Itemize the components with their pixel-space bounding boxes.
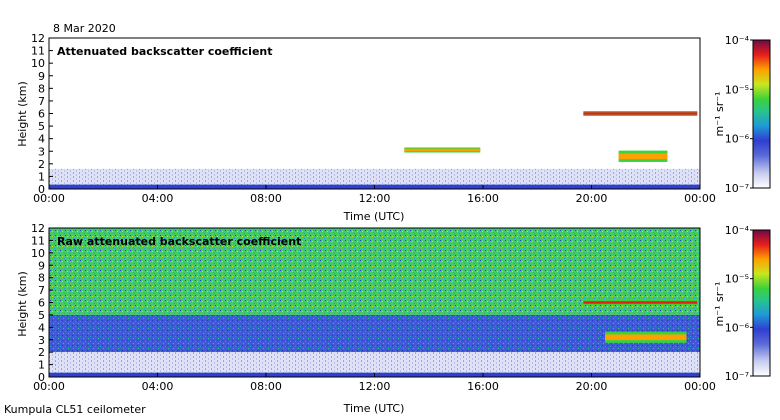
- heatmap-plot-area: [48, 227, 701, 378]
- y-tick-label: 4: [38, 321, 45, 334]
- feature-layer-core: [583, 301, 698, 304]
- y-tick-label: 5: [38, 120, 45, 133]
- colorbar: 10⁻⁴ 10⁻⁵ 10⁻⁶ 10⁻⁷: [725, 224, 771, 383]
- x-tick-label: 04:00: [142, 380, 174, 393]
- colorbar-label: m⁻¹ sr⁻¹: [713, 282, 726, 327]
- x-tick-label: 12:00: [359, 380, 391, 393]
- feature-boundary-layer: [49, 168, 700, 189]
- y-axis-label: Height (km): [16, 81, 29, 147]
- colorbar-gradient: [752, 39, 771, 189]
- y-tick-label: 9: [38, 70, 45, 83]
- x-tick-label: 04:00: [142, 192, 174, 205]
- y-tick-label: 12: [31, 222, 45, 235]
- feature-layer-core: [404, 148, 481, 152]
- y-tick-label: 1: [38, 170, 45, 183]
- y-tick-label: 3: [38, 334, 45, 347]
- y-axis-label: Height (km): [16, 271, 29, 337]
- feature-noise-middle: [49, 314, 700, 353]
- x-tick-label: 16:00: [467, 380, 499, 393]
- y-tick-label: 10: [31, 57, 45, 70]
- panel-title: Raw attenuated backscatter coefficient: [57, 235, 301, 248]
- colorbar-tick-label: 10⁻⁴: [725, 224, 750, 237]
- y-tick-label: 9: [38, 259, 45, 272]
- x-tick-label: 08:00: [250, 192, 282, 205]
- colorbar-tick-label: 10⁻⁴: [725, 34, 750, 47]
- x-tick-label: 16:00: [467, 192, 499, 205]
- y-tick-label: 3: [38, 145, 45, 158]
- colorbar-tick-label: 10⁻⁶: [725, 321, 750, 334]
- x-tick-label: 00:00: [33, 192, 65, 205]
- colorbar-tick-label: 10⁻⁵: [725, 273, 749, 286]
- colorbar-label: m⁻¹ sr⁻¹: [713, 92, 726, 137]
- x-tick-label: 20:00: [576, 380, 608, 393]
- feature-layer-core: [583, 112, 698, 115]
- feature-layer-core: [618, 153, 668, 160]
- y-tick-label: 11: [31, 45, 45, 58]
- y-tick-label: 1: [38, 359, 45, 372]
- x-tick-label: 00:00: [33, 380, 65, 393]
- y-tick-label: 8: [38, 272, 45, 285]
- y-tick-label: 2: [38, 158, 45, 171]
- y-tick-label: 0: [38, 371, 45, 384]
- colorbar-tick-label: 10⁻⁷: [725, 182, 749, 195]
- y-tick-label: 7: [38, 95, 45, 108]
- panel-title: Attenuated backscatter coefficient: [57, 45, 273, 58]
- x-axis-label: Time (UTC): [343, 210, 405, 223]
- axis-ticks: 00:00 04:00 08:00 12:00 16:00 20:00 00:0001234…: [31, 32, 716, 205]
- colorbar-tick-label: 10⁻⁷: [725, 370, 749, 383]
- y-tick-label: 6: [38, 297, 45, 310]
- y-tick-label: 12: [31, 32, 45, 45]
- feature-layer-core: [605, 334, 687, 341]
- x-tick-label: 00:00: [684, 192, 716, 205]
- x-axis-label: Time (UTC): [343, 402, 405, 415]
- footer-label: Kumpula CL51 ceilometer: [4, 403, 146, 416]
- y-tick-label: 8: [38, 82, 45, 95]
- heatmap-plot-area: [48, 37, 701, 190]
- x-tick-label: 08:00: [250, 380, 282, 393]
- y-tick-label: 4: [38, 133, 45, 146]
- y-tick-label: 11: [31, 234, 45, 247]
- colorbar-gradient: [752, 229, 771, 377]
- x-tick-label: 12:00: [359, 192, 391, 205]
- panel-attenuated: Attenuated backscatter coefficient 00:00…: [16, 32, 771, 223]
- y-tick-label: 7: [38, 284, 45, 297]
- x-tick-label: 00:00: [684, 380, 716, 393]
- colorbar-tick-label: 10⁻⁶: [725, 133, 750, 146]
- axis-ticks: 00:00 04:00 08:00 12:00 16:00 20:00 00:0001234…: [31, 222, 716, 393]
- y-tick-label: 5: [38, 309, 45, 322]
- x-tick-label: 20:00: [576, 192, 608, 205]
- colorbar: 10⁻⁴ 10⁻⁵ 10⁻⁶ 10⁻⁷: [725, 34, 771, 195]
- colorbar-tick-label: 10⁻⁵: [725, 83, 749, 96]
- panel-raw: Raw attenuated backscatter coefficient 0…: [16, 222, 771, 415]
- y-tick-label: 2: [38, 346, 45, 359]
- y-tick-label: 0: [38, 183, 45, 196]
- date-label: 8 Mar 2020: [53, 22, 116, 35]
- y-tick-label: 6: [38, 108, 45, 121]
- y-tick-label: 10: [31, 247, 45, 260]
